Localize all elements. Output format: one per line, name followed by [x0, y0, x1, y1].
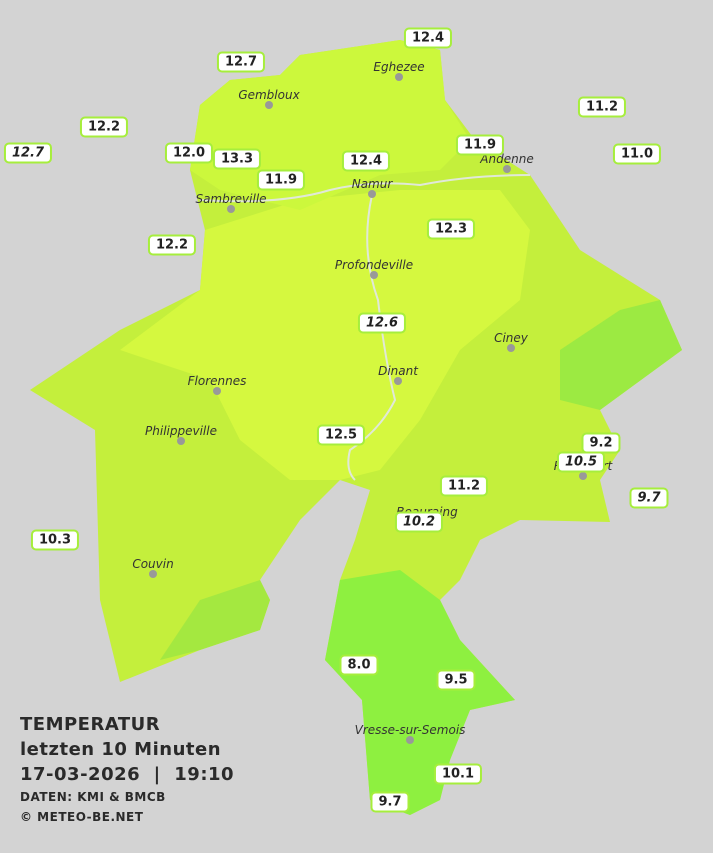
temperature-label: 11.9 — [256, 169, 306, 191]
city-dot — [368, 190, 376, 198]
city-name: Namur — [351, 177, 393, 191]
city-dot — [395, 73, 403, 81]
city-dot — [177, 437, 185, 445]
city-name: Andenne — [480, 152, 534, 166]
legend: TEMPERATUR letzten 10 Minuten 17-03-2026… — [20, 712, 234, 827]
temperature-label: 9.5 — [436, 669, 476, 691]
temperature-label: 12.6 — [357, 312, 407, 334]
temperature-label: 12.2 — [147, 234, 197, 256]
temperature-label: 11.9 — [455, 134, 505, 156]
cool-zone — [160, 580, 270, 660]
legend-subtitle: letzten 10 Minuten — [20, 739, 222, 760]
temperature-label: 8.0 — [339, 654, 379, 676]
temperature-label: 12.4 — [341, 150, 391, 172]
city-dot — [265, 101, 273, 109]
temperature-label: 12.3 — [426, 218, 476, 240]
city-name: Profondeville — [334, 258, 414, 272]
cool-zone — [325, 570, 515, 815]
city-name: Eghezee — [373, 60, 425, 74]
city-name: Gembloux — [238, 88, 300, 102]
legend-copyright: © METEO-BE.NET — [20, 810, 144, 824]
temperature-label: 10.1 — [433, 763, 483, 785]
city-name: Ciney — [494, 331, 528, 345]
temperature-label: 9.7 — [629, 487, 669, 509]
legend-title: TEMPERATUR — [20, 714, 161, 735]
city-dot — [370, 271, 378, 279]
temperature-label: 11.2 — [439, 475, 489, 497]
temperature-label: 10.2 — [394, 511, 444, 533]
city-dot — [579, 472, 587, 480]
city-name: Vresse-sur-Semois — [354, 723, 466, 737]
city-dot — [394, 377, 402, 385]
cool-zone — [560, 300, 682, 410]
city-dot — [213, 387, 221, 395]
city-name: Florennes — [187, 374, 247, 388]
city-name: Sambreville — [195, 192, 267, 206]
legend-datetime: 17-03-2026 | 19:10 — [20, 764, 235, 785]
temperature-label: 10.5 — [556, 451, 606, 473]
warm-zone — [120, 190, 530, 480]
temperature-label: 12.7 — [3, 142, 53, 164]
temperature-label: 12.4 — [403, 27, 453, 49]
city-dot — [507, 344, 515, 352]
temperature-label: 12.7 — [216, 51, 266, 73]
temperature-label: 10.3 — [30, 529, 80, 551]
city-name: Couvin — [132, 557, 174, 571]
river — [199, 174, 531, 481]
temperature-label: 12.0 — [164, 142, 214, 164]
city-name: Dinant — [378, 364, 418, 378]
temperature-label: 12.2 — [79, 116, 129, 138]
legend-source: DATEN: KMI & BMCB — [20, 790, 166, 804]
city-dot — [149, 570, 157, 578]
temperature-label: 9.7 — [370, 791, 410, 813]
temperature-label: 12.5 — [316, 424, 366, 446]
city-dot — [406, 736, 414, 744]
temperature-label: 9.2 — [581, 432, 621, 454]
temperature-label: 11.2 — [577, 96, 627, 118]
temperature-label: 11.0 — [612, 143, 662, 165]
north-zone — [190, 40, 470, 210]
city-dot — [227, 205, 235, 213]
temperature-label: 13.3 — [212, 148, 262, 170]
city-dot — [503, 165, 511, 173]
city-name: Philippeville — [145, 424, 217, 438]
